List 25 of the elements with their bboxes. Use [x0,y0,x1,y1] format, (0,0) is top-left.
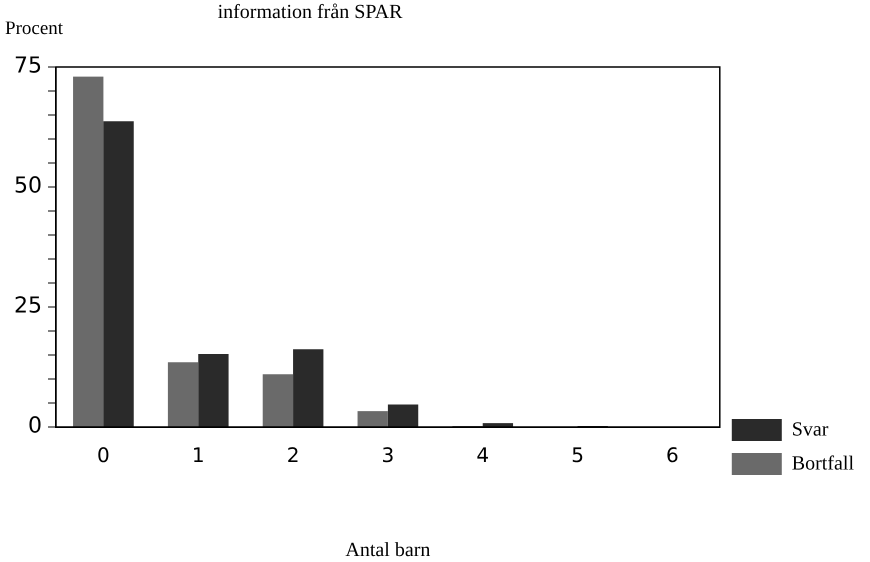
x-tick-label: 2 [286,443,300,468]
x-tick-label: 1 [192,443,205,468]
y-tick-label: 75 [14,54,42,79]
x-tick-label: 4 [476,443,490,468]
x-tick-label: 5 [571,443,584,468]
bar [482,423,514,426]
x-tick-label: 0 [97,443,110,468]
bar [388,404,418,426]
x-tick-label: 3 [382,443,394,468]
y-tick-label: 25 [14,294,42,319]
x-tick-label: 6 [666,443,679,468]
bar [73,76,104,426]
y-tick-label: 50 [14,174,42,199]
bar [168,362,198,426]
y-axis-title: Procent [5,18,64,39]
chart-title: information från SPAR [218,1,404,23]
x-axis-title: Antal barn [345,539,430,561]
bar [358,411,388,426]
bar [293,349,324,426]
bar [103,121,134,426]
bar [262,374,294,426]
y-tick-label: 0 [28,414,42,439]
legend-label: Bortfall [792,452,854,474]
legend-label: Svar [792,418,829,440]
bar [198,354,229,426]
